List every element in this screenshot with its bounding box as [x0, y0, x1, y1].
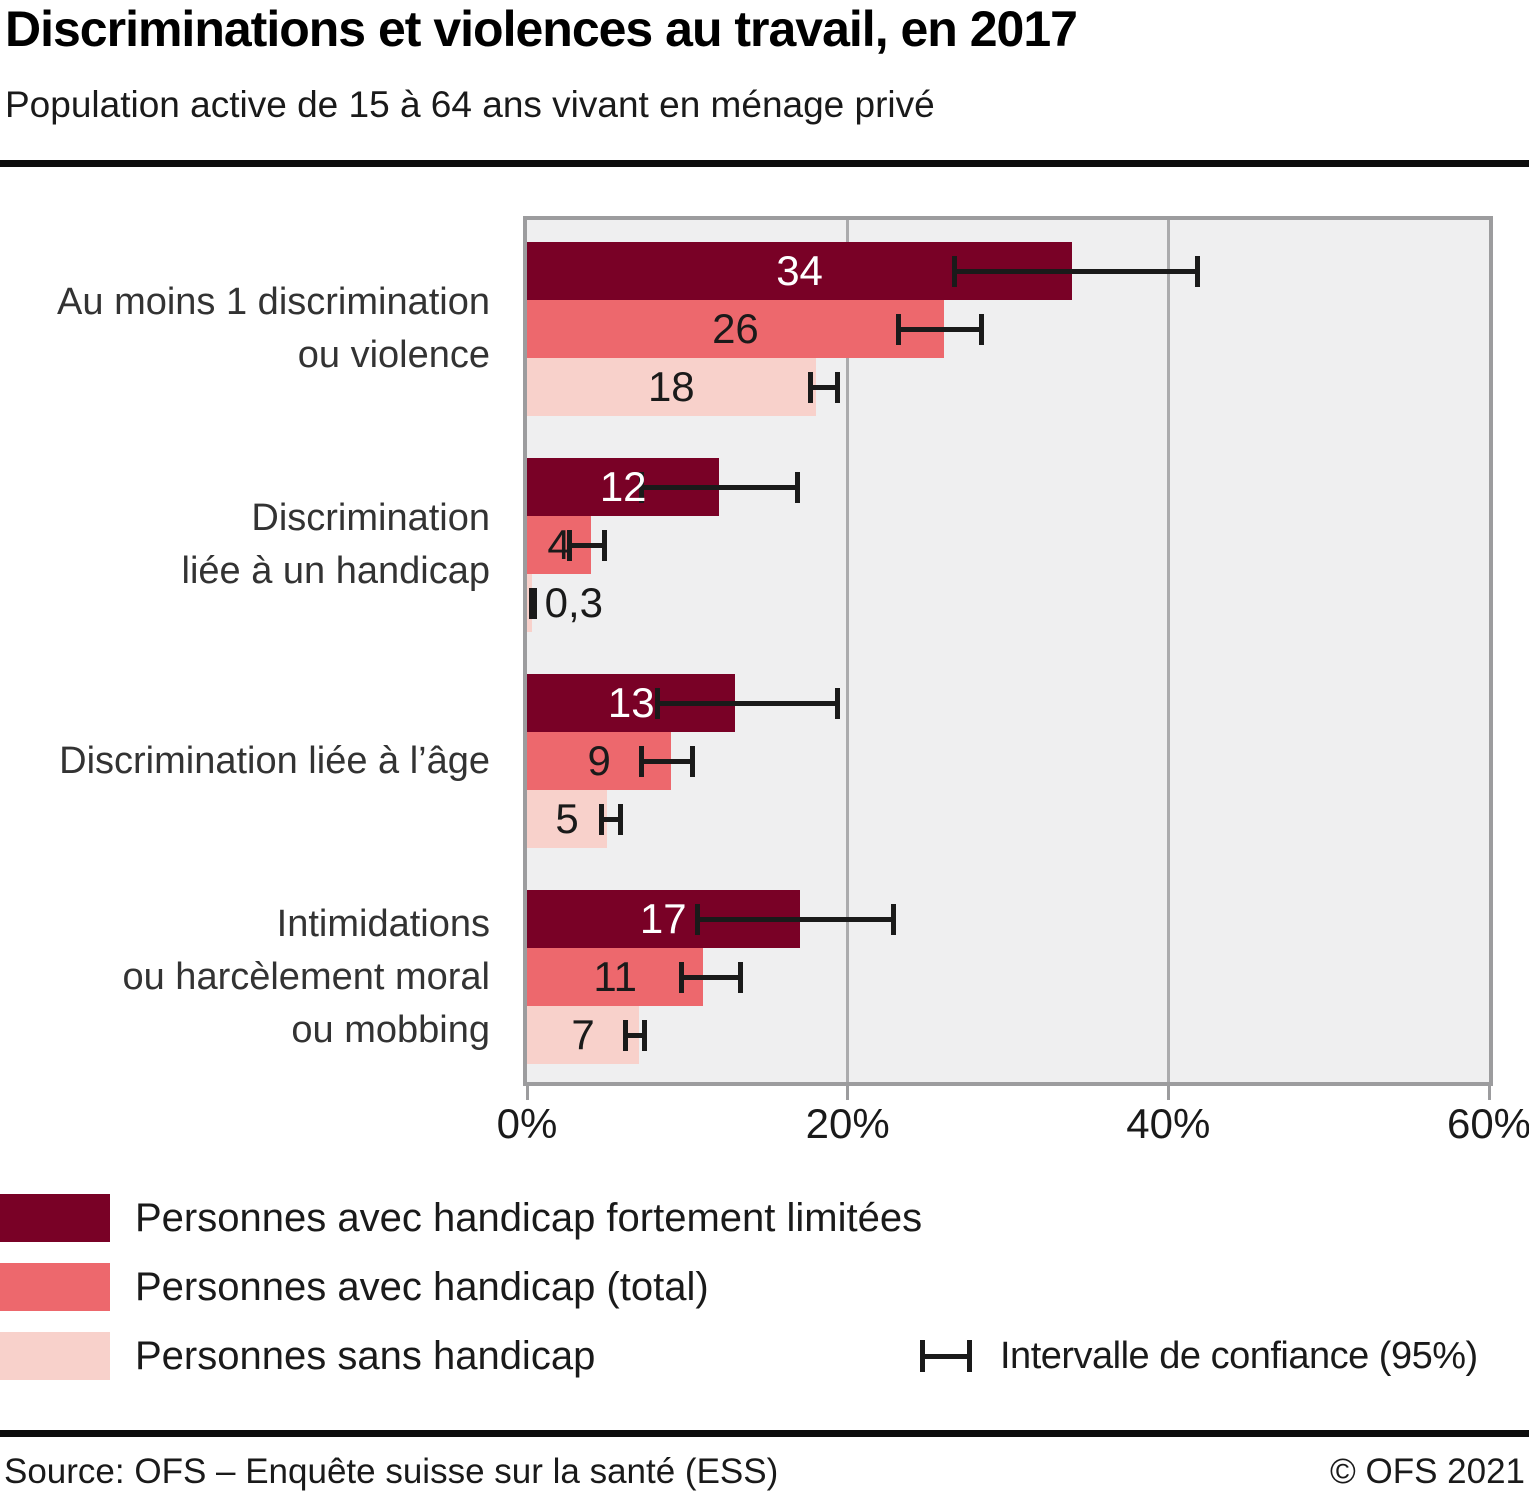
category-label-line: ou harcèlement moral [122, 955, 490, 998]
bar-value-label: 26 [712, 305, 759, 352]
page-subtitle: Population active de 15 à 64 ans vivant … [5, 84, 935, 125]
ci-legend-label: Intervalle de confiance (95%) [1000, 1334, 1478, 1377]
error-bar [567, 529, 608, 561]
category-label: Intimidations ou harcèlement moral ou mobb… [0, 890, 490, 1064]
legend-swatch [0, 1263, 110, 1311]
bar-value-label: 5 [555, 795, 579, 842]
bar [527, 1006, 640, 1064]
category-label: Au moins 1 discrimination ou violence [0, 242, 490, 416]
error-bar [951, 255, 1201, 287]
category-label: Discrimination liée à l’âge [0, 674, 490, 848]
gridline-20 [846, 220, 850, 1082]
axis-tick [846, 1086, 850, 1100]
bar-value-label: 4 [547, 521, 571, 568]
category-label-line: ou violence [297, 334, 490, 376]
axis-tick [525, 1086, 529, 1100]
error-bar [655, 687, 840, 719]
bar-value-label: 7 [571, 1011, 595, 1058]
legend-item: Personnes sans handicap [0, 1332, 595, 1380]
category-label-line: liée à un handicap [181, 550, 490, 592]
error-bar [695, 903, 896, 935]
footer-divider [0, 1430, 1529, 1437]
bar-value-label: 17 [639, 895, 687, 942]
error-bar [639, 471, 800, 503]
copyright-note: © OFS 2021 [1329, 1452, 1525, 1491]
axis-tick-label: 60% [1446, 1100, 1529, 1147]
bar [527, 300, 944, 358]
bar-value-label: 18 [647, 363, 695, 410]
bar-value-label: 9 [587, 737, 611, 784]
bar [527, 948, 704, 1006]
axis-tick [1166, 1086, 1170, 1100]
error-bar [807, 371, 840, 403]
axis-tick [1487, 1086, 1491, 1100]
bar-value-label: 13 [607, 679, 655, 726]
legend-item: Personnes avec handicap fortement limité… [0, 1194, 922, 1242]
error-bar-icon [920, 1340, 972, 1372]
bar [527, 358, 816, 416]
legend-label: Personnes sans handicap [135, 1333, 596, 1378]
source-note: Source: OFS – Enquête suisse sur la sant… [4, 1452, 779, 1491]
bar-value-label: 12 [599, 463, 647, 510]
error-bar [623, 1019, 648, 1051]
category-label-line: Au moins 1 discrimination [57, 281, 490, 323]
axis-tick-label: 40% [1126, 1100, 1211, 1147]
legend-label: Personnes avec handicap fortement limité… [135, 1195, 923, 1240]
page-title: Discriminations et violences au travail,… [5, 1, 1078, 57]
error-bar [895, 313, 984, 345]
error-bar [639, 745, 696, 777]
plot-area: 34 26 18 12 4 0,3 13 9 5 17 11 7 [523, 216, 1493, 1086]
gridline-40 [1166, 220, 1170, 1082]
error-bar [599, 803, 624, 835]
legend-item: Personnes avec handicap (total) [0, 1263, 709, 1311]
legend-swatch [0, 1194, 110, 1242]
category-label-line: Discrimination liée à l’âge [59, 739, 490, 782]
legend-swatch [0, 1332, 110, 1380]
category-label: Discrimination liée à un handicap [0, 458, 490, 632]
error-bar [679, 961, 744, 993]
bar [527, 790, 608, 848]
bar-value-label: 34 [776, 247, 823, 294]
ci-legend-item: Intervalle de confiance (95%) [920, 1332, 1478, 1380]
bar-value-label: 0,3 [544, 579, 603, 626]
header-divider [0, 160, 1529, 167]
category-label-line: ou mobbing [291, 1008, 490, 1051]
category-label-line: Discrimination [251, 497, 490, 539]
error-bar [528, 587, 537, 619]
axis-tick-label: 20% [805, 1100, 890, 1147]
category-label-line: Intimidations [276, 902, 490, 945]
legend-label: Personnes avec handicap (total) [135, 1264, 709, 1309]
bar-value-label: 11 [593, 953, 637, 1000]
axis-tick-label: 0% [496, 1100, 558, 1147]
